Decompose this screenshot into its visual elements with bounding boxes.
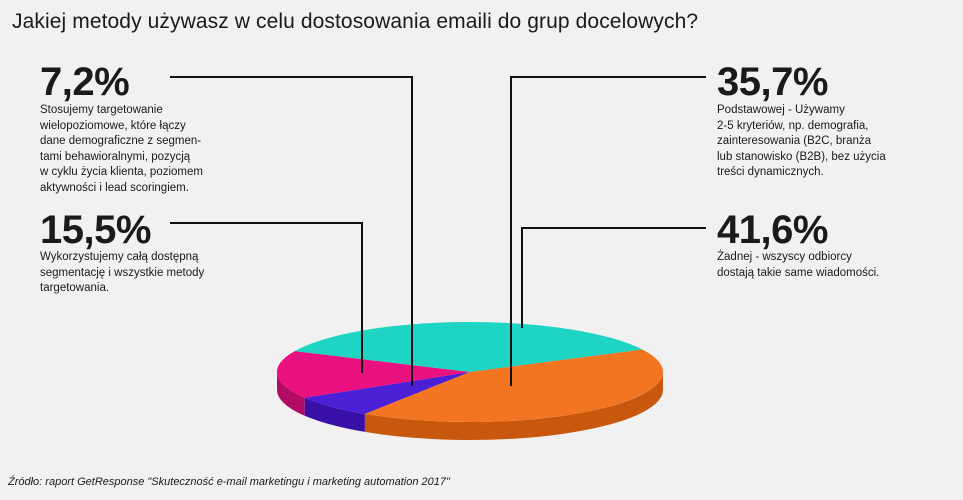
slice-description: Wykorzystujemy całą dostępną segmentację …	[40, 250, 240, 297]
leader-line-0	[170, 76, 413, 386]
slice-description: Żadnej - wszyscy odbiorcy dostają takie s…	[717, 250, 947, 281]
slice-description-line: targetowania.	[40, 282, 110, 294]
slice-description-line: segmentację i wszystkie metody	[40, 266, 205, 279]
pie-slice-0	[304, 372, 470, 414]
pie-side-1	[277, 372, 305, 416]
slice-description-line: Wykorzystujemy całą dostępną	[40, 251, 199, 263]
slice-description-line: tami behawioralnymi, pozycją	[40, 150, 191, 163]
slice-percent-label: 15,5%	[40, 208, 151, 252]
slice-description-line: zainteresowania (B2C, branża	[717, 135, 872, 147]
pie-side-0	[304, 397, 365, 432]
pie-slice-3	[364, 349, 663, 422]
slice-description-line: aktywności i lead scoringiem.	[40, 181, 189, 194]
slice-description-line: w cyklu życia klienta, poziomem	[40, 166, 203, 178]
source-note: Źródło: raport GetResponse "Skuteczność …	[8, 476, 450, 488]
slice-percent-label: 7,2%	[40, 60, 130, 104]
slice-description-line: lub stanowisko (B2B), bez użycia	[717, 150, 886, 163]
leader-line-2	[510, 76, 706, 386]
slice-description-line: wielopoziomowe, które łączy	[40, 119, 186, 132]
slice-description: Stosujemy targetowanie wielopoziomowe, kt…	[40, 103, 240, 196]
slice-description-line: Żadnej - wszyscy odbiorcy	[717, 251, 852, 263]
pie-slice-2	[294, 322, 643, 372]
leader-line-3	[521, 227, 706, 328]
slice-percent-label: 41,6%	[717, 208, 828, 252]
slice-description-line: dane demograficzne z segmen-	[40, 135, 202, 147]
slice-description-line: 2-5 kryteriów, np. demografia,	[717, 119, 869, 132]
pie-slice-1	[277, 351, 470, 398]
slice-description: Podstawowej - Używamy 2-5 kryteriów, np. …	[717, 103, 947, 181]
slice-description-line: dostają takie same wiadomości.	[717, 266, 880, 279]
slice-description-line: Stosujemy targetowanie	[40, 104, 163, 116]
slice-percent-label: 35,7%	[717, 60, 828, 104]
chart-title: Jakiej metody używasz w celu dostosowani…	[12, 10, 699, 33]
pie-side-3	[364, 372, 663, 441]
leader-line-1	[170, 222, 363, 373]
slice-description-line: Podstawowej - Używamy	[717, 104, 845, 116]
slice-description-line: treści dynamicznych.	[717, 166, 824, 178]
